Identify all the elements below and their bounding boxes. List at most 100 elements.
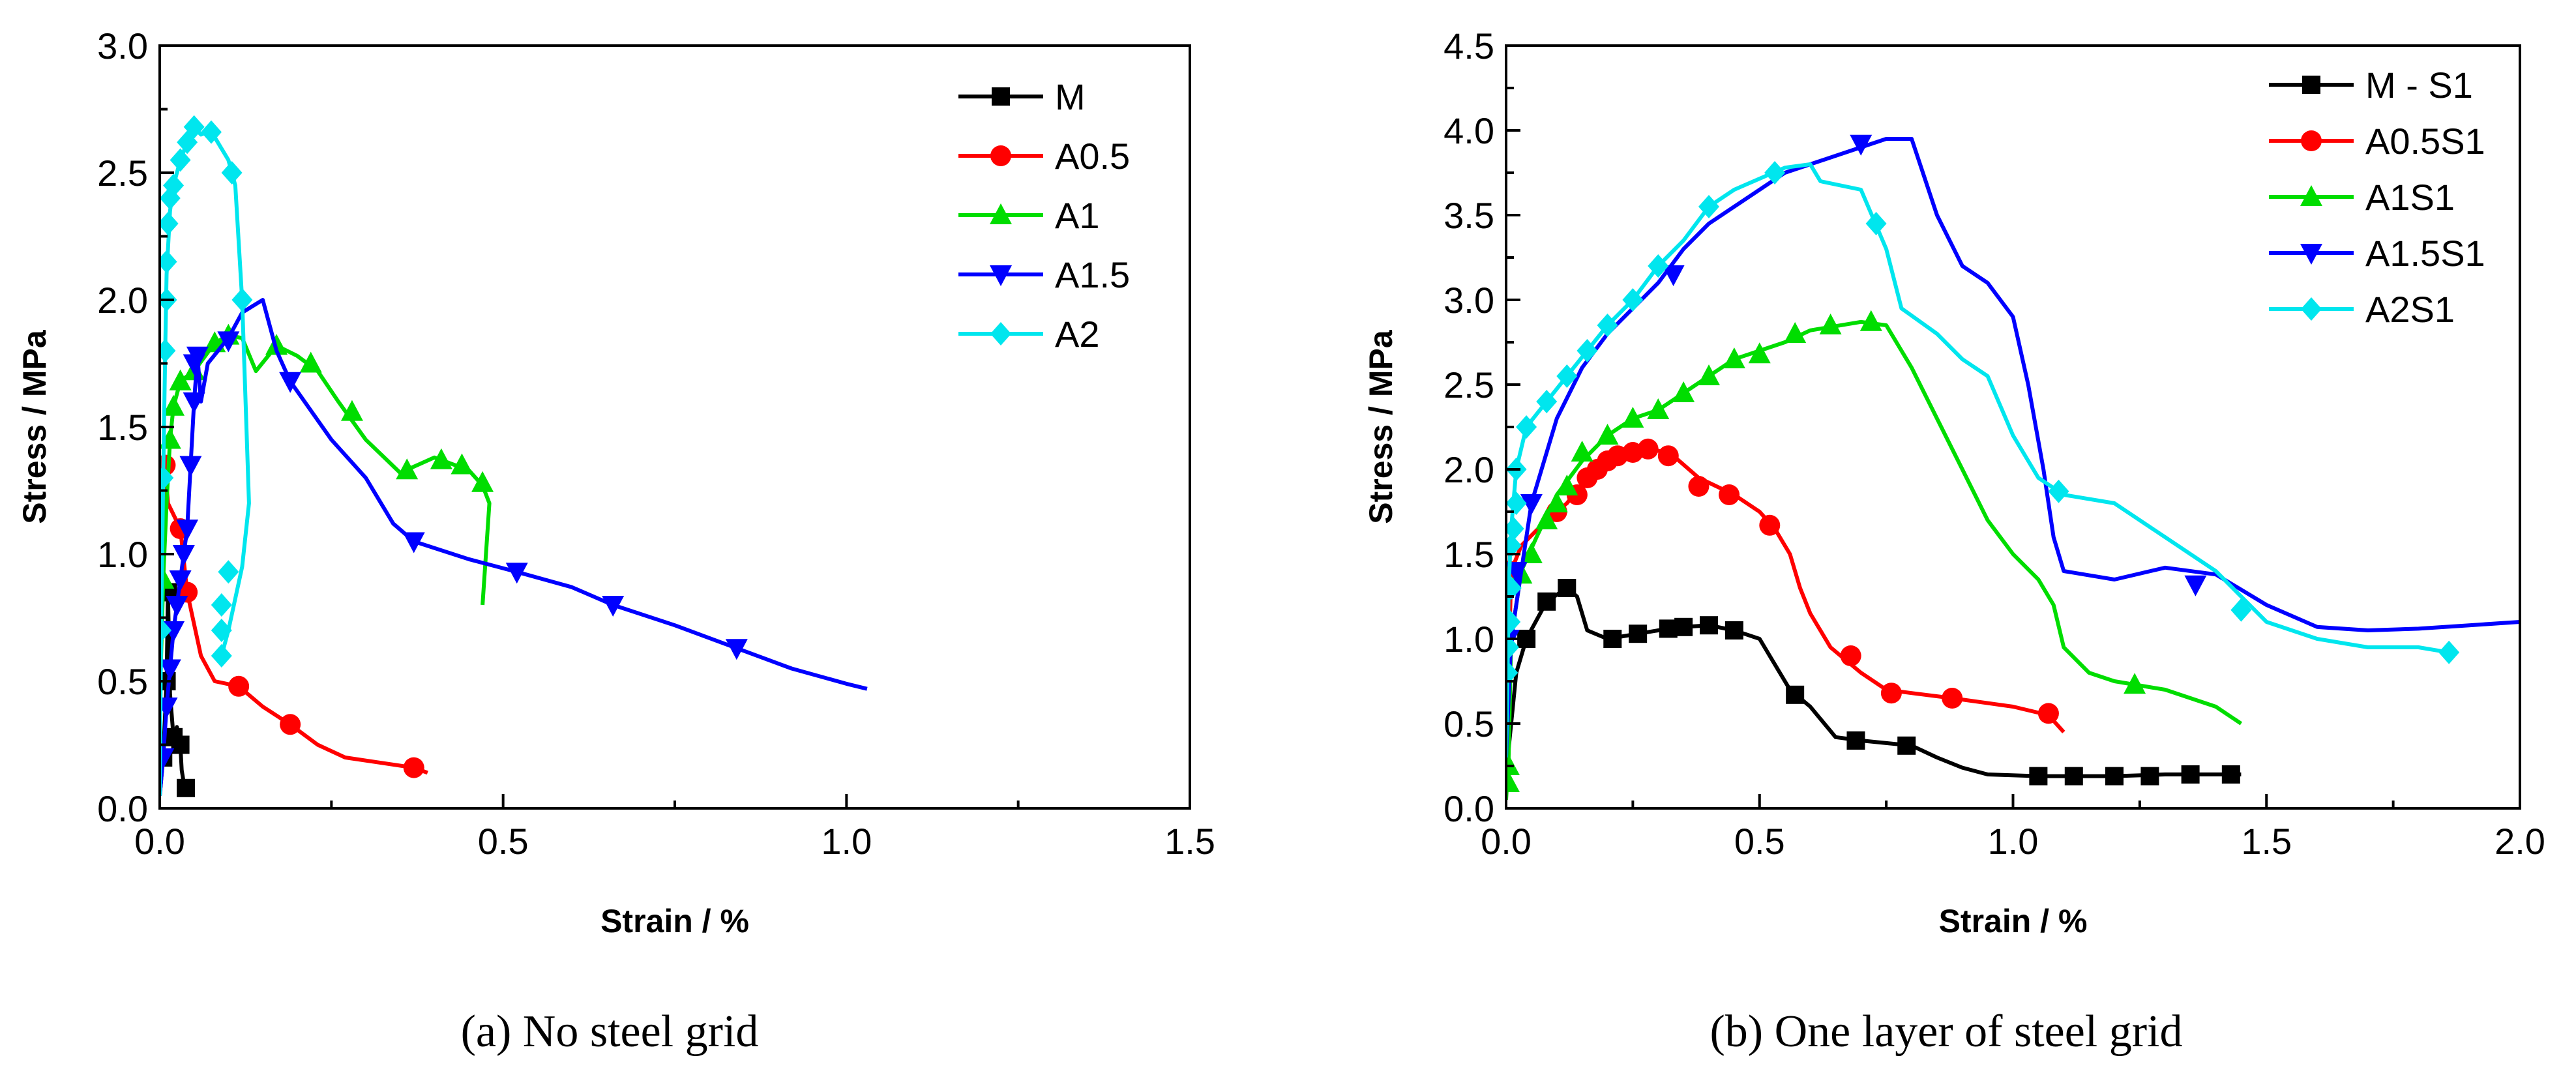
data-point-A1S1-0: [1506, 771, 1520, 792]
series-line-A0.5S1: [1506, 445, 2065, 775]
plot-frame: [158, 44, 1191, 810]
data-point-A2S1-5: [1506, 517, 1524, 540]
series-M - S1: [1506, 579, 2242, 786]
data-point-M - S1-15: [2140, 767, 2159, 786]
data-point-A2-2: [160, 339, 176, 362]
data-point-A1S1-18: [2124, 673, 2146, 694]
x-tick-label: 1.0: [821, 821, 872, 862]
series-line-A1S1: [1506, 319, 2243, 801]
x-axis-label: Strain / %: [600, 903, 749, 939]
y-tick-label: 3.0: [97, 25, 148, 66]
data-point-A1.5-5: [169, 570, 192, 591]
data-point-A1.5-6: [172, 545, 195, 566]
data-point-M - S1-16: [2181, 765, 2200, 784]
x-tick-label: 0.5: [1734, 821, 1785, 862]
data-point-A1S1-5: [1545, 492, 1568, 512]
series-line-A1: [160, 333, 492, 707]
legend-item-A1.5: A1.5: [958, 254, 1130, 295]
data-point-A1.5-15: [505, 563, 528, 584]
y-tick-label: 2.5: [1443, 364, 1494, 405]
data-point-A2S1-17: [1865, 212, 1887, 235]
data-point-M - S1-8: [1725, 621, 1743, 640]
data-point-M - S1-6: [1674, 617, 1693, 636]
data-point-A1-10: [396, 458, 419, 480]
data-point-A0.5-3: [228, 675, 250, 697]
data-point-A1.5S1-5: [1850, 134, 1873, 156]
data-point-A2-13: [231, 288, 253, 312]
legend-item-A0.5S1: A0.5S1: [2269, 121, 2485, 162]
y-tick-label: 2.5: [97, 153, 148, 194]
data-point-A2S1-19: [2230, 598, 2252, 622]
legend-marker-A1: [990, 203, 1012, 224]
data-point-A0.5S1-9: [1657, 445, 1679, 467]
data-point-A1S1-6: [1556, 475, 1578, 495]
legend-label: A1: [1055, 195, 1100, 236]
series-A2: [160, 115, 253, 796]
data-point-A1.5-8: [179, 456, 202, 477]
data-point-A0.5S1-10: [1688, 476, 1710, 497]
legend-label: A1.5: [1055, 254, 1130, 295]
data-point-M-4: [171, 735, 190, 754]
legend-label: A1.5S1: [2365, 233, 2485, 274]
legend-label: M: [1055, 76, 1086, 117]
data-point-A1.5-13: [279, 372, 302, 393]
series-line-A1.5: [160, 298, 868, 796]
data-point-A2S1-0: [1506, 661, 1518, 684]
data-point-A1.5S1-4: [1662, 265, 1685, 286]
y-tick-label: 3.0: [1443, 280, 1494, 321]
legend-label: A2S1: [2365, 289, 2455, 330]
data-point-A2-8: [170, 148, 191, 172]
data-point-A1S1-9: [1621, 407, 1644, 428]
series-A2S1: [1506, 161, 2460, 758]
y-tick-label: 1.0: [97, 534, 148, 575]
data-point-A1S1-7: [1571, 441, 1593, 462]
data-point-A1S1-4: [1535, 508, 1558, 529]
data-point-A2S1-2: [1506, 610, 1521, 634]
data-point-M - S1-4: [1629, 625, 1648, 643]
data-point-A1.5-7: [176, 520, 199, 540]
data-point-A0.5-5: [403, 757, 424, 778]
data-point-A2S1-8: [1516, 415, 1537, 439]
data-point-A2-4: [160, 250, 177, 274]
data-point-A0.5-4: [280, 714, 301, 735]
data-point-A2S1-20: [2438, 640, 2460, 664]
x-tick-label: 2.0: [2495, 821, 2545, 862]
legend-marker-A1.5: [990, 265, 1012, 286]
y-tick-label: 1.0: [1443, 619, 1494, 660]
legend-marker-A1.5S1: [2300, 244, 2322, 265]
chart-panel-b: 0.0 0.5 1.0 1.5 2.0 0.0 0.5 1.0 1.5 2.0 2.5 3.0 3.5 4…: [1363, 25, 2545, 939]
data-point-A2S1-14: [1648, 254, 1669, 278]
x-tick-label: 1.5: [1164, 821, 1215, 862]
data-point-A2S1-13: [1622, 288, 1644, 312]
x-axis-label: Strain / %: [1939, 903, 2088, 939]
x-tick-label: 1.5: [2241, 821, 2292, 862]
data-point-M - S1-13: [2064, 767, 2083, 786]
caption-a: (a) No steel grid: [461, 1007, 759, 1057]
data-point-A1-8: [299, 351, 322, 373]
data-point-M - S1-7: [1700, 616, 1718, 635]
data-point-A2-10: [183, 115, 205, 139]
y-tick-label: 4.0: [1443, 110, 1494, 151]
legend-label: A0.5S1: [2365, 121, 2485, 162]
chart-panel-a: 0.0 0.5 1.0 1.5 0.0 0.5 1.0 1.5 2.0 2.5 3.0 Strain …: [16, 25, 1215, 939]
data-point-A2S1-15: [1698, 195, 1719, 218]
data-point-A2S1-3: [1506, 576, 1522, 600]
data-point-M - S1-3: [1603, 630, 1622, 648]
legend-label: M - S1: [2365, 65, 2473, 106]
legend: M A0.5 A1 A1.5 A2: [958, 76, 1130, 355]
data-point-A2S1-10: [1556, 364, 1578, 388]
data-point-A2-16: [211, 619, 232, 642]
y-axis-label: Stress / MPa: [1363, 329, 1399, 524]
data-point-A0.5S1-14: [1880, 683, 1902, 704]
data-point-A1S1-10: [1647, 398, 1670, 419]
legend-marker-A0.5S1: [2301, 130, 2322, 151]
data-point-M - S1-12: [2029, 767, 2048, 786]
legend-item-M: M: [958, 76, 1086, 117]
y-tick-label: 2.0: [1443, 449, 1494, 490]
y-tick-label: 0.5: [1443, 703, 1494, 744]
legend-label: A1S1: [2365, 177, 2455, 218]
data-point-A1.5-17: [725, 639, 748, 660]
legend-item-A1S1: A1S1: [2269, 177, 2455, 218]
legend-marker-M - S1: [2302, 76, 2320, 94]
legend-marker-M: [992, 87, 1010, 106]
